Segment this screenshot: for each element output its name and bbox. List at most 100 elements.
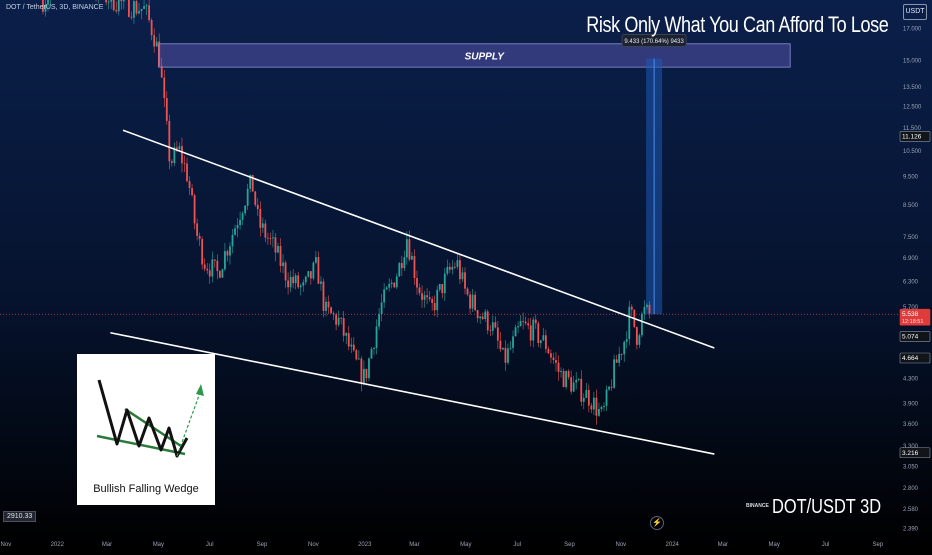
candle-body xyxy=(467,289,469,295)
candle-body xyxy=(257,205,259,209)
candle-body xyxy=(532,320,534,341)
candle xyxy=(312,261,314,280)
candle-body xyxy=(282,263,284,266)
candle-body xyxy=(128,0,130,17)
x-tick-label: Mar xyxy=(409,542,419,548)
candle-body xyxy=(353,345,355,351)
left-value-badge: 2910.33 xyxy=(3,511,36,522)
candle-body xyxy=(613,359,615,387)
candle-body xyxy=(510,348,512,349)
candle-body xyxy=(108,2,110,3)
candle-body xyxy=(381,303,383,315)
candle-body xyxy=(181,146,183,163)
candle-body xyxy=(505,348,507,363)
candle-body xyxy=(366,369,368,378)
candle-body xyxy=(229,246,231,255)
candle-body xyxy=(398,263,400,276)
candle-body xyxy=(105,0,107,2)
price-tag-label: 3.216 xyxy=(902,450,919,457)
candle-body xyxy=(414,256,416,278)
candle-body xyxy=(171,161,173,163)
candle-body xyxy=(120,0,122,1)
candle-body xyxy=(166,98,168,121)
candle-body xyxy=(310,271,312,278)
candle-body xyxy=(603,406,605,407)
candle-body xyxy=(641,314,643,335)
y-tick-label: 13.500 xyxy=(903,85,922,91)
candle-body xyxy=(148,5,150,20)
lightning-icon[interactable]: ⚡ xyxy=(650,516,664,530)
candle-body xyxy=(401,263,403,268)
candle-body xyxy=(573,382,575,391)
y-tick-label: 7.500 xyxy=(903,235,919,241)
candle-body xyxy=(578,379,580,380)
x-tick-label: Sep xyxy=(257,542,268,548)
candle-body xyxy=(338,318,340,325)
candle xyxy=(355,349,357,361)
y-tick-label: 2.580 xyxy=(903,507,919,513)
unit-badge[interactable]: USDT xyxy=(903,4,927,20)
x-tick-label: Nov xyxy=(1,542,12,548)
candle-body xyxy=(424,295,426,300)
candle-body xyxy=(436,290,438,310)
x-tick-label: 2022 xyxy=(51,542,65,548)
candle xyxy=(563,368,565,387)
candle-body xyxy=(184,163,186,164)
y-tick-label: 4.300 xyxy=(903,377,919,383)
candle-body xyxy=(596,398,598,416)
candle-body xyxy=(191,188,193,195)
y-tick-label: 3.600 xyxy=(903,422,919,428)
candle-body xyxy=(262,223,264,227)
candle-body xyxy=(335,315,337,325)
candle-body xyxy=(393,283,395,288)
candle xyxy=(128,0,130,18)
candle-body xyxy=(489,330,491,331)
candle-body xyxy=(649,305,651,313)
candle-body xyxy=(363,369,365,383)
candle-body xyxy=(224,251,226,269)
candle-body xyxy=(358,359,360,360)
x-tick-label: May xyxy=(153,542,164,548)
candle-body xyxy=(623,342,625,355)
candle-body xyxy=(143,6,145,9)
candle-body xyxy=(290,277,292,287)
candle-body xyxy=(320,281,322,283)
candle-body xyxy=(307,271,309,276)
candle-body xyxy=(535,320,537,324)
candle-body xyxy=(391,283,393,284)
candle-body xyxy=(419,288,421,294)
candle-body xyxy=(388,284,390,288)
candle-body xyxy=(315,257,317,263)
candle-body xyxy=(426,295,428,297)
candle-body xyxy=(161,66,163,78)
y-tick-label: 17.000 xyxy=(903,26,922,32)
candle-body xyxy=(270,238,272,239)
candle-body xyxy=(464,272,466,288)
candle-body xyxy=(616,359,618,362)
candle-body xyxy=(305,277,307,283)
candle xyxy=(201,236,203,269)
candle-body xyxy=(209,270,211,276)
candle-body xyxy=(168,121,170,161)
candle-body xyxy=(611,387,613,388)
candle-body xyxy=(153,35,155,46)
candle-body xyxy=(237,225,239,228)
candle-body xyxy=(494,322,496,327)
x-tick-label: Mar xyxy=(102,542,112,548)
candle-body xyxy=(302,282,304,285)
x-tick-label: Nov xyxy=(308,542,319,548)
candle-body xyxy=(371,349,373,359)
candle-body xyxy=(115,10,117,11)
candle-body xyxy=(277,246,279,252)
falling-wedge-illustration xyxy=(77,354,215,464)
symbol-line: DOT / TetherUS, 3D, BINANCE xyxy=(6,4,103,11)
candle-body xyxy=(497,327,499,340)
candle-body xyxy=(457,260,459,267)
candle-body xyxy=(328,302,330,308)
candle-body xyxy=(280,246,282,266)
candle-body xyxy=(565,371,567,387)
candle-body xyxy=(219,271,221,278)
candle-body xyxy=(441,284,443,293)
candle-body xyxy=(451,267,453,270)
